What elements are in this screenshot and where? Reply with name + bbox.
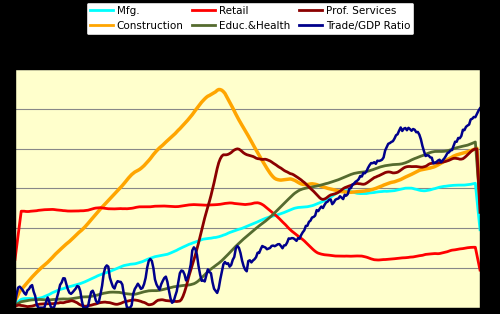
Legend: Mfg., Construction, Retail, Educ.&Health, Prof. Services, Trade/GDP Ratio: Mfg., Construction, Retail, Educ.&Health… (86, 2, 414, 35)
